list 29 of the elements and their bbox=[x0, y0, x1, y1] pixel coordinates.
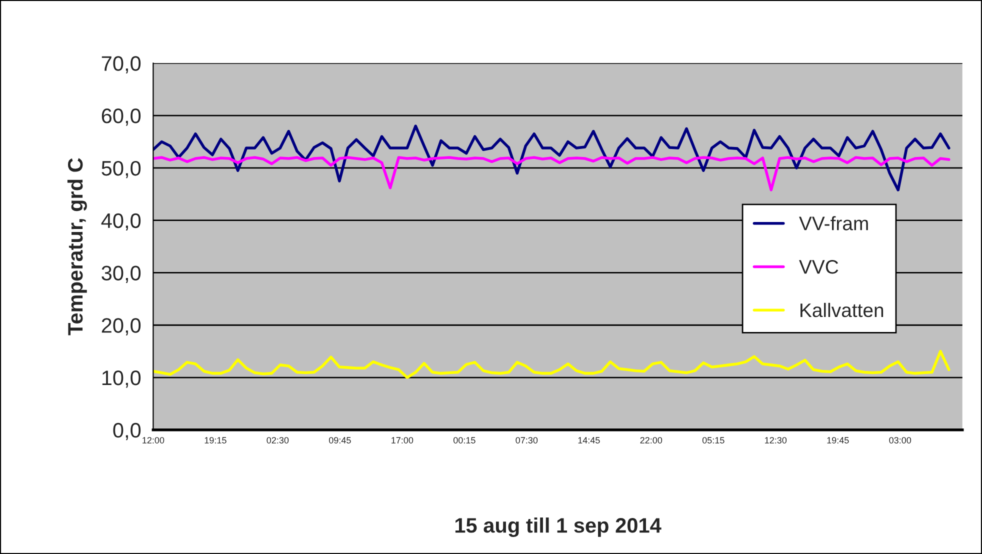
x-tick-label: 14:45 bbox=[578, 437, 600, 444]
line-series bbox=[153, 124, 950, 192]
line-series bbox=[153, 350, 950, 379]
x-tick-label: 03:00 bbox=[889, 437, 912, 444]
x-tick-label: 02:30 bbox=[266, 437, 289, 444]
x-tick-label: 07:30 bbox=[516, 437, 538, 444]
line-series bbox=[153, 156, 950, 192]
y-tick-label: 40,0 bbox=[101, 213, 141, 231]
x-tick-label: 09:45 bbox=[328, 437, 351, 444]
y-tick-label: 70,0 bbox=[102, 56, 141, 74]
legend-label: VV-fram bbox=[799, 216, 868, 230]
x-tick-label: 12:30 bbox=[765, 437, 787, 444]
y-tick-label: 30,0 bbox=[102, 266, 141, 283]
y-tick-label: 50,0 bbox=[102, 160, 141, 178]
legend-label: VVC bbox=[799, 260, 838, 274]
y-axis-title: Temperatur, grd C bbox=[67, 158, 87, 336]
y-tick-label: 60,0 bbox=[102, 108, 141, 126]
y-tick-label: 20,0 bbox=[102, 318, 141, 336]
x-tick-label: 17:00 bbox=[392, 437, 414, 444]
x-tick-label: 12:00 bbox=[142, 437, 164, 444]
x-tick-label: 19:15 bbox=[204, 437, 226, 444]
x-tick-label: 22:00 bbox=[640, 437, 662, 444]
y-tick-label: 10,0 bbox=[102, 370, 141, 388]
x-axis-title: 15 aug till 1 sep 2014 bbox=[455, 517, 662, 537]
y-tick-label: 0,0 bbox=[113, 422, 141, 440]
x-tick-label: 19:45 bbox=[827, 437, 849, 444]
legend-label: Kallvatten bbox=[800, 302, 884, 318]
x-tick-label: 00:15 bbox=[453, 437, 476, 444]
x-tick-label: 05:15 bbox=[702, 437, 724, 444]
